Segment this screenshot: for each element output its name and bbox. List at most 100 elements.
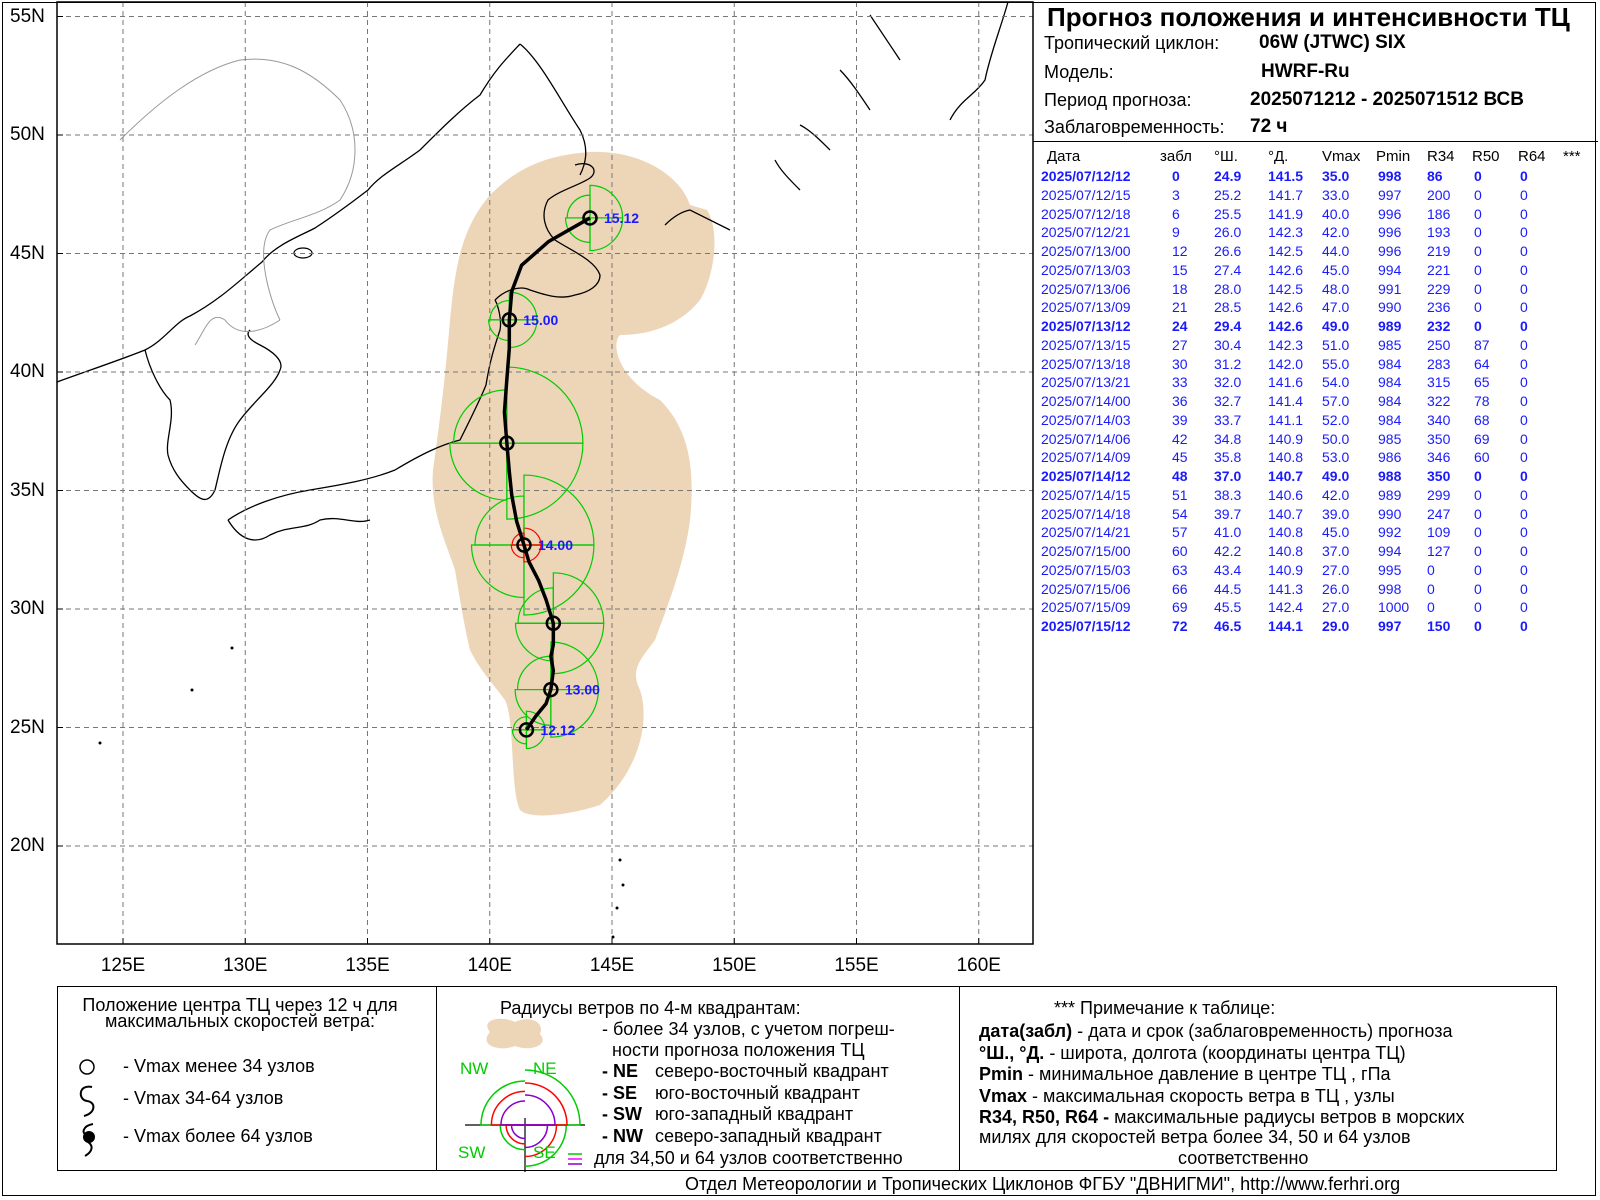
table-cell: 2025/07/14/18 bbox=[1041, 505, 1131, 522]
table-cell: 140.7 bbox=[1268, 468, 1304, 484]
table-cell: 0 bbox=[1520, 543, 1528, 559]
table-cell: 142.3 bbox=[1268, 224, 1304, 241]
table-cell: 127 bbox=[1427, 543, 1451, 559]
table-header: забл bbox=[1160, 148, 1192, 165]
table-cell: 0 bbox=[1474, 261, 1482, 278]
legend-sw-arc bbox=[510, 1124, 526, 1140]
table-cell: 340 bbox=[1427, 411, 1451, 428]
table-cell: 34.8 bbox=[1214, 430, 1242, 447]
legend-notes-title: *** Примечание к таблице: bbox=[1054, 998, 1276, 1018]
island bbox=[618, 858, 622, 862]
wind-radius-quadrant bbox=[552, 572, 605, 624]
track-position-marker bbox=[499, 435, 515, 451]
table-cell: 2025/07/15/06 bbox=[1041, 580, 1131, 597]
table-cell: 0 bbox=[1520, 168, 1528, 184]
table-cell: 141.9 bbox=[1268, 205, 1304, 222]
legend-quad-code: - SE bbox=[602, 1082, 638, 1103]
legend-se-arc bbox=[524, 1124, 568, 1167]
wind-radius-quadrant bbox=[589, 217, 624, 252]
table-cell: 140.6 bbox=[1268, 486, 1304, 503]
lead-label: Заблаговременность: bbox=[1044, 117, 1225, 137]
table-cell: 0 bbox=[1520, 580, 1528, 597]
table-cell: 29.4 bbox=[1214, 318, 1242, 334]
table-cell: 0 bbox=[1520, 186, 1528, 203]
table-cell: 142.5 bbox=[1268, 280, 1304, 297]
table-cell: 28.5 bbox=[1214, 299, 1242, 316]
table-cell: 996 bbox=[1378, 224, 1402, 241]
table-cell: 0 bbox=[1520, 449, 1528, 466]
table-cell: 986 bbox=[1378, 449, 1402, 466]
table-cell: 997 bbox=[1378, 186, 1402, 203]
island bbox=[611, 935, 615, 939]
model-label: Модель: bbox=[1044, 62, 1114, 82]
table-cell: 0 bbox=[1520, 468, 1528, 484]
table-cell: 29.0 bbox=[1322, 618, 1350, 634]
table-cell: 988 bbox=[1378, 468, 1402, 484]
table-cell: 66 bbox=[1172, 580, 1188, 597]
table-cell: 0 bbox=[1520, 599, 1528, 616]
legend-circle-open-icon bbox=[79, 1059, 95, 1075]
table-cell: 140.8 bbox=[1268, 543, 1304, 559]
legend-quad-text: северо-восточный квадрант bbox=[655, 1061, 889, 1081]
legend-quad-text: юго-восточный квадрант bbox=[655, 1082, 860, 1103]
table-cell: 21 bbox=[1172, 299, 1188, 316]
wind-radius-quadrant bbox=[470, 544, 525, 599]
legend-note-text: максимальные радиусы ветров в морских bbox=[1109, 1107, 1465, 1127]
table-cell: 0 bbox=[1520, 205, 1528, 222]
lead-value: 72 ч bbox=[1250, 116, 1288, 137]
table-cell: 140.9 bbox=[1268, 561, 1304, 578]
table-separator bbox=[1033, 141, 1598, 142]
lat-label: 35N bbox=[10, 479, 45, 501]
table-cell: 33 bbox=[1172, 374, 1188, 391]
table-cell: 27 bbox=[1172, 336, 1188, 353]
legend-divider bbox=[959, 986, 960, 1171]
table-cell: 0 bbox=[1520, 280, 1528, 297]
table-header: R50 bbox=[1472, 148, 1500, 165]
table-cell: 27.0 bbox=[1322, 599, 1350, 616]
table-cell: 2025/07/14/15 bbox=[1041, 486, 1131, 503]
model-value: HWRF-Ru bbox=[1261, 61, 1350, 82]
wind-radius-quadrant bbox=[516, 655, 552, 691]
table-cell: 0 bbox=[1520, 355, 1528, 372]
table-cell: 2025/07/13/15 bbox=[1041, 336, 1131, 353]
table-cell: 985 bbox=[1378, 336, 1402, 353]
lat-label: 50N bbox=[10, 124, 45, 145]
table-cell: 0 bbox=[1520, 243, 1528, 259]
table-cell: 0 bbox=[1474, 224, 1482, 241]
lon-label: 135E bbox=[345, 955, 390, 976]
table-cell: 221 bbox=[1427, 261, 1451, 278]
table-cell: 2025/07/15/03 bbox=[1041, 561, 1131, 578]
lat-label: 30N bbox=[10, 598, 45, 619]
table-cell: 141.7 bbox=[1268, 186, 1304, 203]
table-cell: 0 bbox=[1474, 580, 1482, 597]
lat-label: 55N bbox=[10, 5, 45, 27]
table-cell: 27.0 bbox=[1322, 561, 1350, 578]
table-cell: 0 bbox=[1427, 580, 1435, 597]
legend-nw-arc bbox=[490, 1090, 526, 1126]
track-position-marker bbox=[543, 681, 559, 698]
table-cell: 63 bbox=[1172, 561, 1188, 578]
table-cell: 0 bbox=[1520, 224, 1528, 241]
legend-quad-label: NW bbox=[460, 1059, 488, 1078]
lat-label: 45N bbox=[10, 242, 45, 264]
legend-quad-text: юго-западный квадрант bbox=[655, 1104, 854, 1124]
table-cell: 141.3 bbox=[1268, 580, 1304, 597]
table-cell: 55.0 bbox=[1322, 355, 1350, 372]
table-cell: 33.7 bbox=[1214, 411, 1242, 428]
wind-radius-quadrant bbox=[523, 544, 542, 563]
track-time-label: 15.12 bbox=[604, 210, 639, 226]
table-cell: 141.1 bbox=[1268, 411, 1304, 428]
table-cell: 142.6 bbox=[1268, 318, 1304, 334]
wind-radius-quadrant bbox=[474, 495, 525, 546]
table-cell: 42.2 bbox=[1214, 543, 1242, 559]
table-cell: 186 bbox=[1427, 205, 1451, 222]
legend-radii-last: для 34,50 и 64 узлов соответственно bbox=[594, 1148, 903, 1168]
table-cell: 2025/07/14/12 bbox=[1041, 468, 1131, 484]
table-header: Дата bbox=[1047, 148, 1081, 165]
period-label: Период прогноза: bbox=[1044, 90, 1192, 110]
table-cell: 9 bbox=[1172, 224, 1180, 241]
table-cell: 46.5 bbox=[1214, 618, 1242, 634]
table-cell: 0 bbox=[1474, 168, 1482, 184]
lon-label: 130E bbox=[223, 955, 268, 976]
legend-radii-line1: - более 34 узлов, с учетом погреш- bbox=[602, 1019, 895, 1039]
